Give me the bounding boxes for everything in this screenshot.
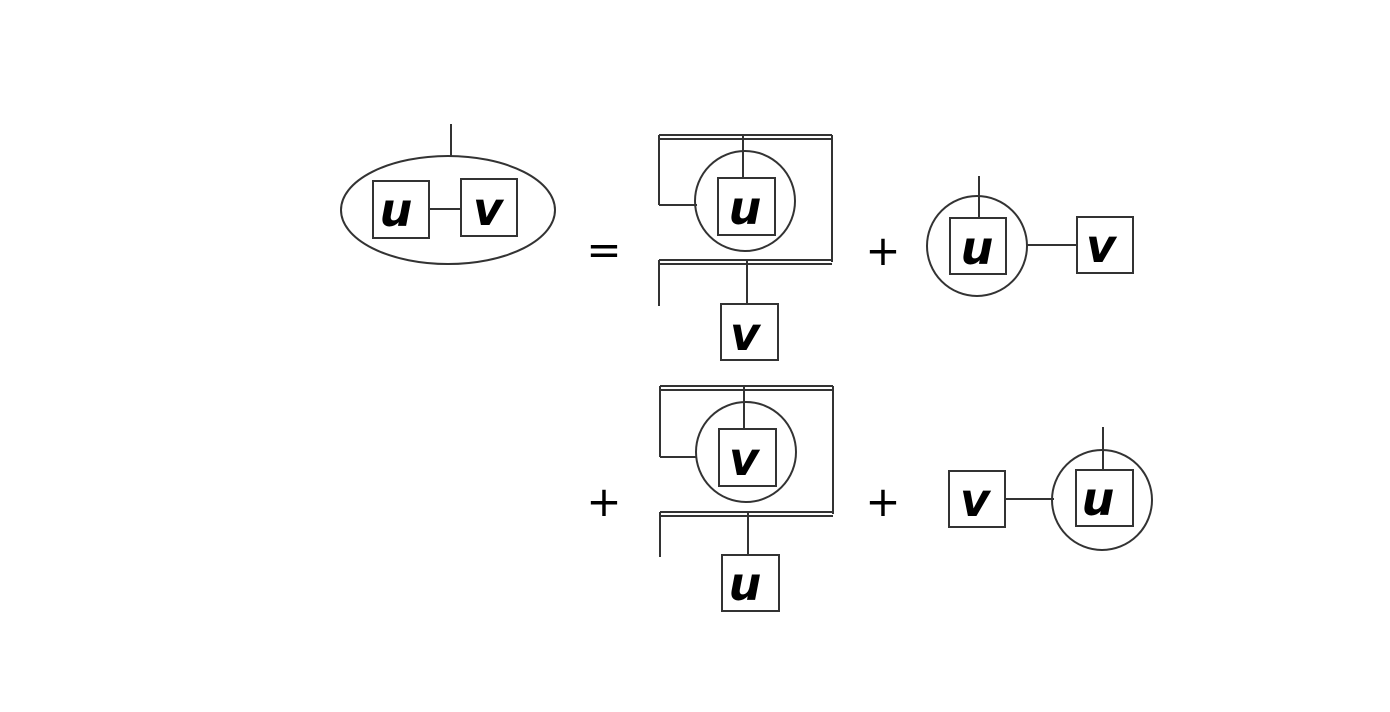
- term2-u-box: [949, 217, 1007, 275]
- term4-u-box: [1075, 469, 1134, 527]
- term3-bracket-v-u: v u: [659, 385, 834, 612]
- term4-u-label: u: [1082, 472, 1115, 526]
- term2-u-label: u: [961, 221, 994, 275]
- term1-bracket-u-v: u v: [658, 134, 833, 361]
- plus-sign-2: +: [586, 477, 621, 526]
- term1-v-label: v: [730, 307, 762, 361]
- term3-circle: [695, 401, 797, 503]
- term4-v-label: v: [960, 473, 992, 527]
- term3-u-box: [721, 554, 780, 612]
- term3-v-box: [718, 428, 777, 487]
- term2-v-label: v: [1086, 219, 1118, 273]
- term1-v-box: [720, 303, 779, 361]
- term4-v-box: [948, 470, 1006, 528]
- plus-sign-3: +: [865, 477, 900, 526]
- term1-u-label: u: [729, 181, 762, 235]
- lhs-v-box: [460, 178, 518, 237]
- equals-sign: =: [586, 225, 621, 274]
- term3-v-label: v: [729, 432, 761, 486]
- lhs-ellipse-group: u v: [340, 124, 556, 265]
- plus-sign-1: +: [865, 226, 900, 275]
- term2-v-box: [1076, 216, 1134, 274]
- term1-circle: [694, 150, 796, 252]
- lhs-ellipse: [340, 155, 556, 265]
- term4-v-circle-u: v u: [948, 427, 1153, 551]
- lhs-u-label: u: [380, 183, 413, 237]
- lhs-v-label: v: [473, 182, 505, 236]
- term2-circle-u-v: u v: [926, 176, 1134, 297]
- term3-u-label: u: [729, 557, 762, 611]
- lhs-u-box: [372, 180, 430, 239]
- term1-u-box: [717, 177, 776, 236]
